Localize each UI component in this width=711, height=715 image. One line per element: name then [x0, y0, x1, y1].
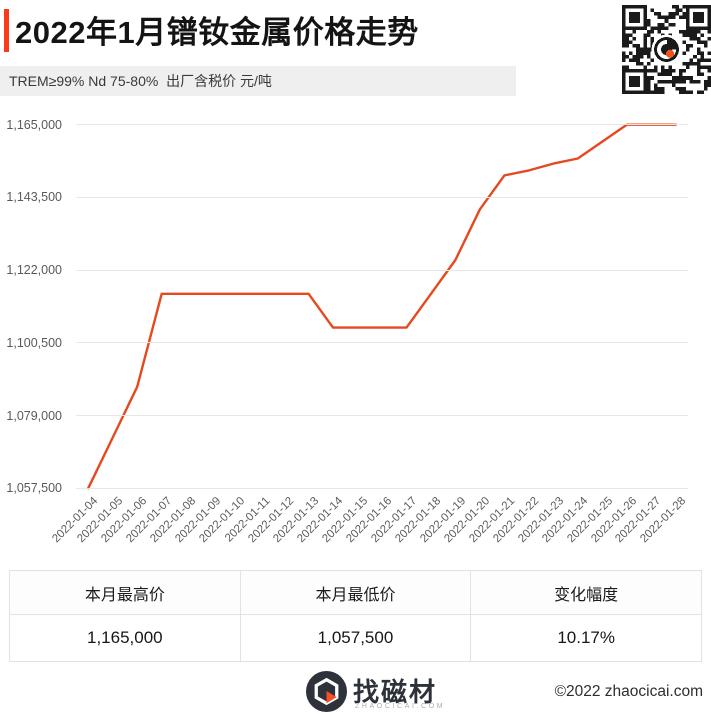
- chart-subtitle: TREM≥99% Nd 75-80% 出厂含税价 元/吨: [0, 66, 516, 96]
- gridline: [76, 342, 688, 344]
- title-accent-bar: [4, 9, 9, 52]
- summary-header-change: 变化幅度: [470, 570, 702, 615]
- price-line: [86, 123, 677, 490]
- y-axis-tick-label: 1,100,500: [6, 335, 62, 350]
- summary-header-max: 本月最高价: [9, 570, 241, 615]
- qr-code-pattern: [622, 5, 711, 94]
- gridline: [76, 124, 688, 126]
- price-line-chart: 1,057,500 1,079,000 1,100,500 1,122,000 1,14…: [0, 100, 711, 560]
- summary-header-row: 本月最高价 本月最低价 变化幅度: [9, 570, 702, 615]
- summary-header-min: 本月最低价: [239, 570, 472, 615]
- y-axis-tick-label: 1,122,000: [6, 263, 62, 278]
- logo-subtext: ZHAOCICAI.COM: [355, 703, 446, 710]
- summary-table: 本月最高价 本月最低价 变化幅度 1,165,000 1,057,500 10.…: [9, 570, 702, 662]
- gridline: [76, 487, 688, 489]
- summary-value-max: 1,165,000: [9, 614, 241, 662]
- y-axis-tick-label: 1,079,000: [6, 408, 62, 423]
- price-line-layer: [86, 123, 677, 490]
- summary-value-row: 1,165,000 1,057,500 10.17%: [9, 614, 702, 662]
- y-axis-tick-label: 1,143,500: [6, 190, 62, 205]
- copyright-text: ©2022 zhaocicai.com: [554, 683, 703, 700]
- zhaocicai-logo-icon: [306, 671, 347, 712]
- gridline: [76, 269, 688, 271]
- gridline: [76, 196, 688, 198]
- page-title: 2022年1月镨钕金属价格走势: [15, 15, 419, 50]
- summary-value-min: 1,057,500: [239, 614, 472, 662]
- gridline: [76, 415, 688, 417]
- y-axis-tick-label: 1,057,500: [6, 481, 62, 496]
- logo-text: 找磁材: [353, 677, 438, 707]
- summary-value-change: 10.17%: [470, 614, 702, 662]
- y-axis-tick-label: 1,165,000: [6, 117, 62, 132]
- qr-code-icon: [622, 5, 711, 94]
